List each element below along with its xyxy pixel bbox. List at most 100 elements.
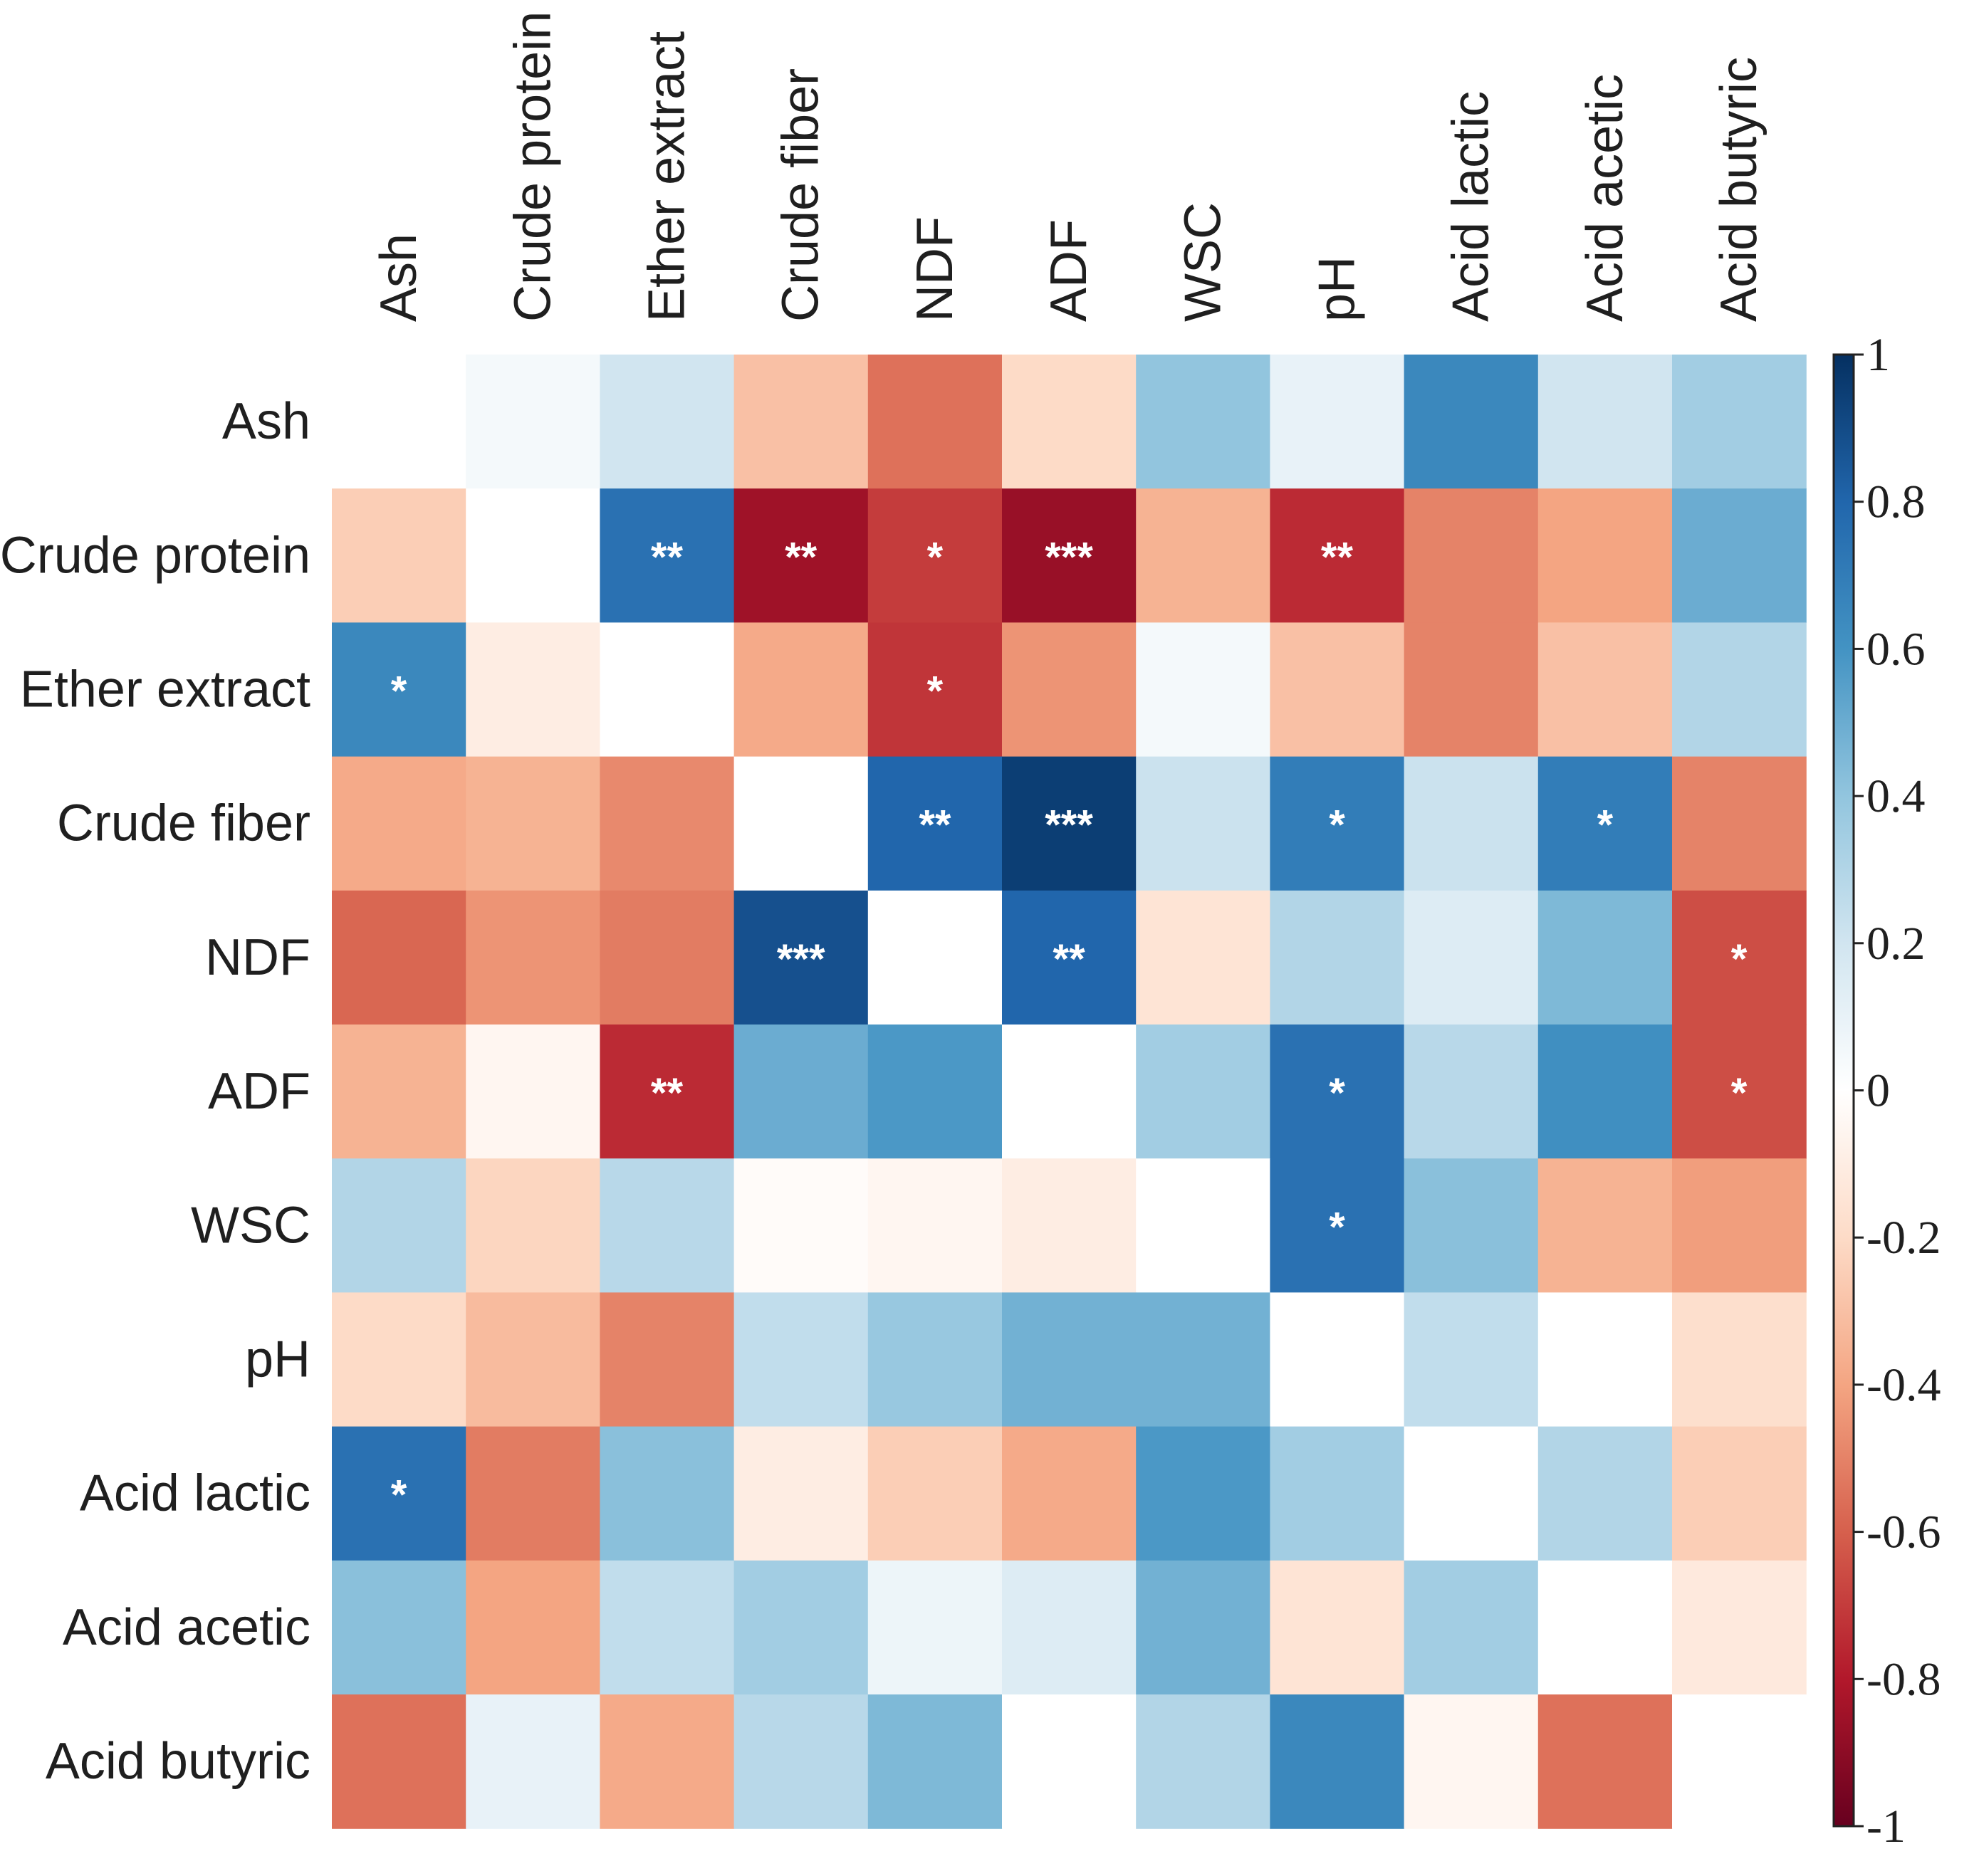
heatmap-cell bbox=[1404, 355, 1539, 489]
heatmap-cell bbox=[466, 488, 600, 623]
heatmap-cell bbox=[733, 1158, 869, 1293]
heatmap-cell bbox=[733, 1025, 869, 1159]
heatmap-cell bbox=[1672, 355, 1807, 489]
heatmap-cell bbox=[1672, 1694, 1807, 1829]
heatmap-cell bbox=[1002, 1025, 1137, 1159]
colorbar-tick-label: 0.6 bbox=[1866, 623, 1926, 675]
heatmap-cell bbox=[1002, 890, 1137, 1025]
heatmap-cell bbox=[867, 355, 1003, 489]
heatmap-cell bbox=[1404, 622, 1539, 758]
heatmap-cell bbox=[1537, 890, 1673, 1025]
heatmap-cell bbox=[600, 1158, 735, 1293]
heatmap-cell bbox=[867, 1560, 1003, 1695]
significance-marker: * bbox=[1731, 1070, 1748, 1116]
heatmap-cell bbox=[733, 890, 869, 1025]
heatmap-cell bbox=[466, 1158, 600, 1293]
heatmap-cell bbox=[466, 1025, 600, 1159]
heatmap-cell bbox=[332, 1292, 466, 1427]
heatmap-cell bbox=[1002, 756, 1137, 891]
heatmap-cell bbox=[1270, 488, 1405, 623]
heatmap-cell bbox=[1404, 756, 1539, 891]
significance-marker: *** bbox=[1045, 802, 1093, 849]
column-label: Crude protein bbox=[504, 11, 561, 322]
heatmap-cell bbox=[1672, 1025, 1807, 1159]
heatmap-cell bbox=[1136, 756, 1270, 891]
row-label: Acid acetic bbox=[63, 1599, 310, 1656]
heatmap-cell bbox=[600, 622, 735, 758]
heatmap-cell bbox=[1537, 488, 1673, 623]
heatmap-cell bbox=[1002, 355, 1137, 489]
colorbar-tick-label: -0.4 bbox=[1866, 1359, 1941, 1411]
heatmap-cell bbox=[867, 756, 1003, 891]
heatmap-cell bbox=[1136, 622, 1270, 758]
heatmap-cell bbox=[1537, 1560, 1673, 1695]
significance-marker: * bbox=[391, 669, 407, 715]
heatmap-cell bbox=[1270, 1694, 1405, 1829]
colorbar-tick-label: -0.2 bbox=[1866, 1212, 1941, 1264]
heatmap-cell bbox=[600, 1025, 735, 1159]
heatmap-cell bbox=[867, 890, 1003, 1025]
heatmap-cell bbox=[1002, 1158, 1137, 1293]
colorbar-tick-label: -0.6 bbox=[1866, 1506, 1941, 1558]
heatmap-cell bbox=[466, 1560, 600, 1695]
heatmap-cell bbox=[332, 890, 466, 1025]
heatmap-cell bbox=[867, 1694, 1003, 1829]
heatmap-cell bbox=[1002, 1560, 1137, 1695]
heatmap-cell bbox=[1002, 1694, 1137, 1829]
heatmap-cell bbox=[332, 1158, 466, 1293]
heatmap-cell bbox=[332, 488, 466, 623]
heatmap-cell bbox=[733, 756, 869, 891]
row-label: Acid butyric bbox=[46, 1733, 310, 1790]
heatmap-cell bbox=[600, 756, 735, 891]
heatmap-cell bbox=[1672, 890, 1807, 1025]
heatmap-cell bbox=[1537, 1158, 1673, 1293]
heatmap-cell bbox=[1537, 1426, 1673, 1561]
heatmap-cell bbox=[1672, 488, 1807, 623]
heatmap-cell bbox=[1404, 1560, 1539, 1695]
colorbar-tick-label: -1 bbox=[1866, 1801, 1906, 1853]
heatmap-cell bbox=[1136, 1025, 1270, 1159]
significance-marker: ** bbox=[651, 534, 684, 580]
heatmap-cell bbox=[1136, 1426, 1270, 1561]
heatmap-cell bbox=[1136, 1694, 1270, 1829]
heatmap-cell bbox=[600, 890, 735, 1025]
significance-marker: ** bbox=[919, 802, 951, 849]
heatmap-cell bbox=[466, 756, 600, 891]
heatmap-cell bbox=[733, 355, 869, 489]
significance-marker: * bbox=[391, 1472, 407, 1519]
heatmap-cell bbox=[733, 1560, 869, 1695]
heatmap-cell bbox=[332, 1560, 466, 1695]
heatmap-cell bbox=[1136, 355, 1270, 489]
colorbar-tick-label: -0.8 bbox=[1866, 1653, 1941, 1705]
heatmap-cell bbox=[1537, 1694, 1673, 1829]
significance-marker: * bbox=[1329, 1070, 1345, 1116]
significance-marker: * bbox=[927, 669, 944, 715]
heatmap-cell bbox=[1537, 1292, 1673, 1427]
heatmap-cell bbox=[466, 890, 600, 1025]
row-label: Acid lactic bbox=[80, 1465, 310, 1522]
heatmap-cell bbox=[867, 1025, 1003, 1159]
heatmap-cell bbox=[1136, 1560, 1270, 1695]
heatmap-cell bbox=[1270, 1025, 1405, 1159]
significance-marker: ** bbox=[785, 534, 818, 580]
heatmap-cell bbox=[1672, 756, 1807, 891]
heatmap-cell bbox=[466, 1292, 600, 1427]
column-label: Crude fiber bbox=[773, 68, 830, 322]
heatmap-cell bbox=[867, 1158, 1003, 1293]
colorbar-tick-label: 0.2 bbox=[1866, 918, 1926, 970]
column-labels: Ash Crude protein Ether extract Crude fiber… bbox=[370, 11, 1767, 322]
heatmap-cell bbox=[466, 1694, 600, 1829]
heatmap-cell bbox=[466, 355, 600, 489]
heatmap-cell bbox=[1672, 1560, 1807, 1695]
heatmap-cell bbox=[1270, 756, 1405, 891]
colorbar-tick-label: 0.8 bbox=[1866, 476, 1926, 528]
heatmap-cell bbox=[1672, 1158, 1807, 1293]
heatmap-cell bbox=[332, 355, 466, 489]
heatmap-cell bbox=[332, 1025, 466, 1159]
significance-marker: * bbox=[1329, 1204, 1345, 1250]
heatmap-cell bbox=[600, 1560, 735, 1695]
heatmap-cell bbox=[1404, 890, 1539, 1025]
heatmap-cell bbox=[1270, 1426, 1405, 1561]
significance-marker: *** bbox=[1045, 534, 1093, 580]
colorbar-tick-label: 0 bbox=[1866, 1065, 1890, 1117]
